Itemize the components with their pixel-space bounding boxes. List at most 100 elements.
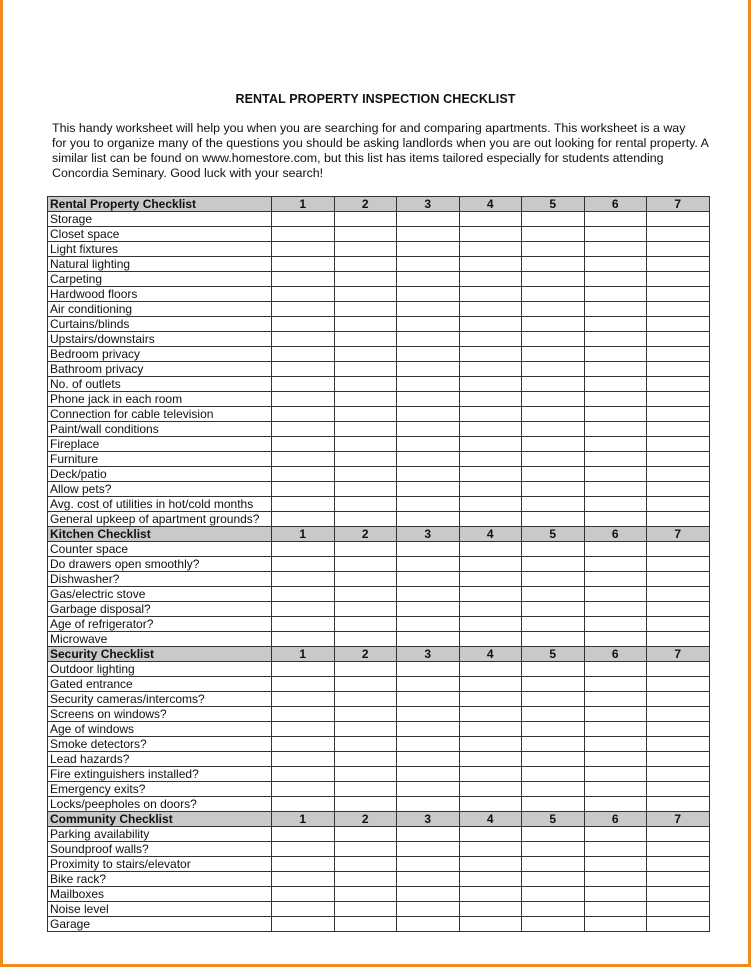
rating-cell[interactable]	[333, 781, 397, 797]
rating-cell[interactable]	[458, 301, 522, 317]
rating-cell[interactable]	[271, 661, 335, 677]
rating-cell[interactable]	[333, 571, 397, 587]
rating-cell[interactable]	[396, 316, 460, 332]
rating-cell[interactable]	[458, 466, 522, 482]
rating-cell[interactable]	[458, 676, 522, 692]
rating-cell[interactable]	[396, 436, 460, 452]
rating-cell[interactable]	[646, 841, 710, 857]
rating-cell[interactable]	[583, 451, 647, 467]
rating-cell[interactable]	[458, 346, 522, 362]
rating-cell[interactable]	[583, 391, 647, 407]
rating-cell[interactable]	[521, 661, 585, 677]
rating-cell[interactable]	[646, 421, 710, 437]
rating-cell[interactable]	[521, 586, 585, 602]
rating-cell[interactable]	[646, 376, 710, 392]
rating-cell[interactable]	[521, 406, 585, 422]
rating-cell[interactable]	[333, 631, 397, 647]
rating-cell[interactable]	[646, 496, 710, 512]
rating-cell[interactable]	[333, 451, 397, 467]
rating-cell[interactable]	[396, 451, 460, 467]
rating-cell[interactable]	[646, 796, 710, 812]
rating-cell[interactable]	[521, 286, 585, 302]
rating-cell[interactable]	[583, 601, 647, 617]
rating-cell[interactable]	[458, 751, 522, 767]
rating-cell[interactable]	[396, 586, 460, 602]
rating-cell[interactable]	[458, 496, 522, 512]
rating-cell[interactable]	[583, 766, 647, 782]
rating-cell[interactable]	[583, 406, 647, 422]
rating-cell[interactable]	[271, 841, 335, 857]
rating-cell[interactable]	[396, 616, 460, 632]
rating-cell[interactable]	[333, 586, 397, 602]
rating-cell[interactable]	[333, 226, 397, 242]
rating-cell[interactable]	[521, 541, 585, 557]
rating-cell[interactable]	[333, 841, 397, 857]
rating-cell[interactable]	[646, 226, 710, 242]
rating-cell[interactable]	[271, 391, 335, 407]
rating-cell[interactable]	[583, 751, 647, 767]
rating-cell[interactable]	[458, 406, 522, 422]
rating-cell[interactable]	[646, 541, 710, 557]
rating-cell[interactable]	[521, 721, 585, 737]
rating-cell[interactable]	[583, 586, 647, 602]
rating-cell[interactable]	[646, 391, 710, 407]
rating-cell[interactable]	[646, 781, 710, 797]
rating-cell[interactable]	[583, 541, 647, 557]
rating-cell[interactable]	[396, 331, 460, 347]
rating-cell[interactable]	[583, 346, 647, 362]
rating-cell[interactable]	[396, 691, 460, 707]
rating-cell[interactable]	[458, 211, 522, 227]
rating-cell[interactable]	[521, 376, 585, 392]
rating-cell[interactable]	[583, 856, 647, 872]
rating-cell[interactable]	[396, 736, 460, 752]
rating-cell[interactable]	[521, 616, 585, 632]
rating-cell[interactable]	[271, 451, 335, 467]
rating-cell[interactable]	[521, 916, 585, 932]
rating-cell[interactable]	[396, 346, 460, 362]
rating-cell[interactable]	[333, 331, 397, 347]
rating-cell[interactable]	[396, 601, 460, 617]
rating-cell[interactable]	[583, 691, 647, 707]
rating-cell[interactable]	[583, 721, 647, 737]
rating-cell[interactable]	[271, 751, 335, 767]
rating-cell[interactable]	[271, 436, 335, 452]
rating-cell[interactable]	[646, 631, 710, 647]
rating-cell[interactable]	[521, 571, 585, 587]
rating-cell[interactable]	[396, 286, 460, 302]
rating-cell[interactable]	[333, 751, 397, 767]
rating-cell[interactable]	[583, 226, 647, 242]
rating-cell[interactable]	[333, 361, 397, 377]
rating-cell[interactable]	[333, 376, 397, 392]
rating-cell[interactable]	[646, 346, 710, 362]
rating-cell[interactable]	[271, 676, 335, 692]
rating-cell[interactable]	[271, 826, 335, 842]
rating-cell[interactable]	[458, 781, 522, 797]
rating-cell[interactable]	[458, 361, 522, 377]
rating-cell[interactable]	[521, 631, 585, 647]
rating-cell[interactable]	[583, 241, 647, 257]
rating-cell[interactable]	[271, 346, 335, 362]
rating-cell[interactable]	[458, 706, 522, 722]
rating-cell[interactable]	[646, 856, 710, 872]
rating-cell[interactable]	[333, 856, 397, 872]
rating-cell[interactable]	[646, 271, 710, 287]
rating-cell[interactable]	[521, 496, 585, 512]
rating-cell[interactable]	[396, 241, 460, 257]
rating-cell[interactable]	[583, 841, 647, 857]
rating-cell[interactable]	[521, 676, 585, 692]
rating-cell[interactable]	[333, 346, 397, 362]
rating-cell[interactable]	[458, 451, 522, 467]
rating-cell[interactable]	[521, 751, 585, 767]
rating-cell[interactable]	[583, 901, 647, 917]
rating-cell[interactable]	[396, 901, 460, 917]
rating-cell[interactable]	[583, 916, 647, 932]
rating-cell[interactable]	[333, 706, 397, 722]
rating-cell[interactable]	[646, 691, 710, 707]
rating-cell[interactable]	[646, 511, 710, 527]
rating-cell[interactable]	[583, 361, 647, 377]
rating-cell[interactable]	[271, 511, 335, 527]
rating-cell[interactable]	[646, 436, 710, 452]
rating-cell[interactable]	[396, 751, 460, 767]
rating-cell[interactable]	[396, 706, 460, 722]
rating-cell[interactable]	[583, 886, 647, 902]
